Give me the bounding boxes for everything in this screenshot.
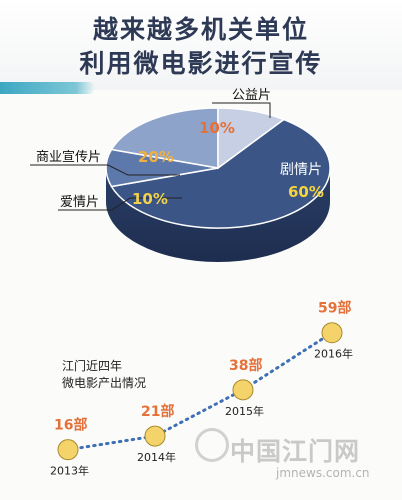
x-label-2015: 2015年 xyxy=(225,404,264,418)
x-label-2016: 2016年 xyxy=(314,347,353,361)
x-label-2013: 2013年 xyxy=(50,464,89,478)
pie-value-commercial: 20% xyxy=(138,148,174,166)
pie-slice-drama xyxy=(110,118,331,229)
watermark-name: 中国江门网 xyxy=(230,437,361,466)
data-point-2015 xyxy=(232,379,254,401)
value-label-2014: 21部 xyxy=(141,403,174,420)
data-point-2016 xyxy=(321,322,343,344)
value-label-2013: 16部 xyxy=(54,417,87,434)
pie-value-romance: 10% xyxy=(132,190,168,208)
point-2013: 16部 2013年 xyxy=(50,417,89,478)
pie-slice-commercial xyxy=(110,107,219,169)
point-2015: 38部 2015年 xyxy=(225,357,264,418)
pie-slice-public-welfare xyxy=(217,107,286,170)
pie-slices xyxy=(105,107,331,229)
pie-label-public-welfare: 公益片 xyxy=(232,88,271,103)
value-label-2016: 59部 xyxy=(318,300,351,317)
data-point-2014 xyxy=(144,425,166,447)
decorative-stripe xyxy=(0,82,95,94)
pie-label-drama: 剧情片 xyxy=(280,162,322,178)
pie-label-commercial: 商业宣传片 xyxy=(36,149,101,165)
line-chart-note-2: 微电影产出情况 xyxy=(62,376,147,390)
pie-3d-side xyxy=(106,168,330,262)
line-chart-note-1: 江门近四年 xyxy=(62,359,123,373)
leader-line-romance xyxy=(58,197,182,211)
x-label-2014: 2014年 xyxy=(137,450,176,464)
trend-line xyxy=(66,331,334,452)
leader-line-public-welfare xyxy=(212,102,271,118)
data-point-2013 xyxy=(57,439,79,461)
pie-value-public-welfare: 10% xyxy=(199,119,235,137)
leader-line-commercial xyxy=(30,164,180,176)
chart-title-line-2: 利用微电影进行宣传 xyxy=(79,49,323,78)
watermark-url: jmnews.com.cn xyxy=(276,466,370,480)
point-2016: 59部 2016年 xyxy=(314,300,353,361)
title-band xyxy=(0,0,402,90)
pie-label-romance: 爱情片 xyxy=(60,195,99,210)
value-label-2015: 38部 xyxy=(229,357,262,374)
watermark-logo-icon xyxy=(195,428,229,462)
point-2014: 21部 2014年 xyxy=(137,403,176,464)
pie-value-drama: 60% xyxy=(288,183,324,201)
chart-title-line-1: 越来越多机关单位 xyxy=(92,15,309,44)
